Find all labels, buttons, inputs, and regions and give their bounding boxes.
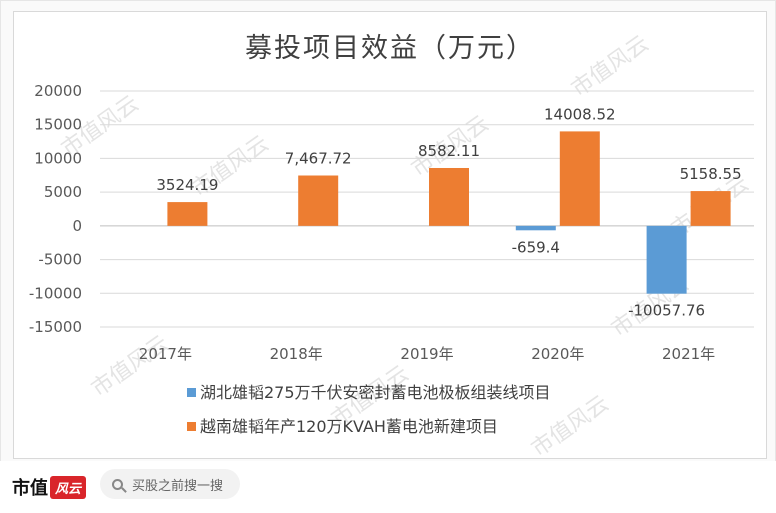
bar <box>559 131 600 226</box>
data-label: -659.4 <box>512 238 560 256</box>
legend-label: 越南雄韬年产120万KVAH蓄电池新建项目 <box>200 417 498 436</box>
y-tick-label: 10000 <box>34 149 82 167</box>
bars <box>167 131 731 294</box>
x-axis-ticks: 2017年 2018年 2019年 2020年 2021年 <box>139 345 715 363</box>
y-tick-label: 15000 <box>34 116 82 134</box>
bar <box>646 225 687 294</box>
x-tick-label: 2019年 <box>400 345 453 363</box>
y-axis-ticks: 20000 15000 10000 5000 0 -5000 -10000 -15000 <box>29 82 82 336</box>
logo-text: 市值 <box>12 478 48 499</box>
bar <box>429 167 469 226</box>
site-logo[interactable]: 市值 风云 <box>12 471 87 503</box>
chart-area: 市值风云市值风云市值风云市值风云市值风云市值风云市值风云市值风云市值风云 募投项… <box>13 11 767 459</box>
chart-frame: 市值风云市值风云市值风云市值风云市值风云市值风云市值风云市值风云市值风云 募投项… <box>0 0 776 463</box>
y-tick-label: -5000 <box>38 251 82 269</box>
data-label: -10057.76 <box>628 302 705 320</box>
bar <box>298 175 339 226</box>
watermark-text: 市值风云 <box>87 331 173 402</box>
legend-swatch <box>187 422 196 431</box>
search-icon <box>112 478 123 490</box>
footer-bar: 市值 风云 买股之前搜一搜 <box>0 461 776 513</box>
legend-label: 湖北雄韬275万千伏安密封蓄电池极板组装线项目 <box>200 383 551 402</box>
data-label: 14008.52 <box>544 105 616 123</box>
y-tick-label: 0 <box>72 217 82 235</box>
legend-swatch <box>187 388 196 397</box>
x-tick-label: 2018年 <box>270 345 323 363</box>
y-tick-label: 20000 <box>34 82 82 100</box>
watermark-text: 市值风云 <box>567 31 653 102</box>
bar <box>167 202 208 226</box>
x-tick-label: 2021年 <box>662 345 715 363</box>
bar <box>690 191 731 226</box>
data-label: 5158.55 <box>680 165 742 183</box>
bar-chart: 市值风云市值风云市值风云市值风云市值风云市值风云市值风云市值风云市值风云 募投项… <box>29 31 754 458</box>
bar <box>515 225 556 231</box>
x-tick-label: 2020年 <box>531 345 584 363</box>
y-tick-label: 5000 <box>44 183 82 201</box>
x-tick-label: 2017年 <box>139 345 192 363</box>
data-label: 7,467.72 <box>285 150 352 168</box>
data-label: 8582.11 <box>418 142 480 160</box>
chart-title: 募投项目效益（万元） <box>245 33 535 64</box>
search-placeholder: 买股之前搜一搜 <box>132 478 224 494</box>
y-tick-label: -15000 <box>29 318 82 336</box>
legend: 湖北雄韬275万千伏安密封蓄电池极板组装线项目越南雄韬年产120万KVAH蓄电池… <box>187 383 551 436</box>
data-label: 3524.19 <box>156 176 218 194</box>
logo-mark: 风云 <box>50 475 87 499</box>
search-input[interactable]: 买股之前搜一搜 <box>100 469 240 499</box>
y-tick-label: -10000 <box>29 284 82 302</box>
grid-lines <box>100 90 754 328</box>
data-labels: -659.4 -10057.76 3524.19 7,467.72 8582.11 140… <box>156 105 741 319</box>
